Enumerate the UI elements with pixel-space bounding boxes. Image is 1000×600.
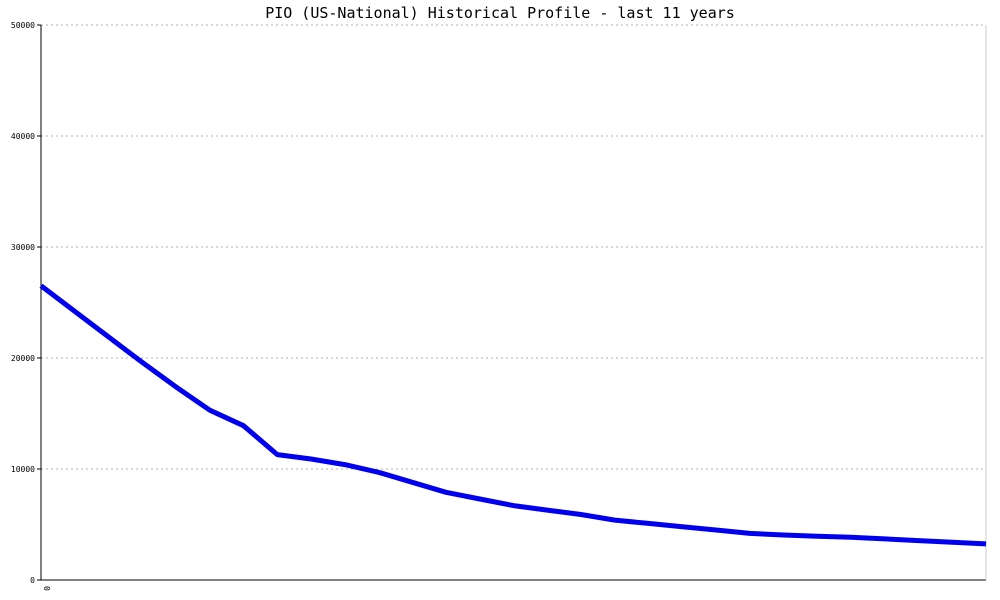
y-tick-label: 30000	[11, 243, 35, 252]
y-tick-label: 20000	[11, 354, 35, 363]
x-tick-label: 0	[42, 586, 51, 591]
series-layer	[39, 283, 987, 547]
y-tick-label: 0	[30, 576, 35, 585]
y-tick-label: 40000	[11, 132, 35, 141]
axis-layer: 0 10000 20000 30000 40000 50000 0	[11, 21, 987, 591]
y-tick-label: 50000	[11, 21, 35, 30]
grid-layer	[41, 24, 986, 470]
series-line	[39, 283, 987, 547]
y-tick-label: 10000	[11, 465, 35, 474]
chart-title: PIO (US-National) Historical Profile - l…	[265, 4, 735, 22]
